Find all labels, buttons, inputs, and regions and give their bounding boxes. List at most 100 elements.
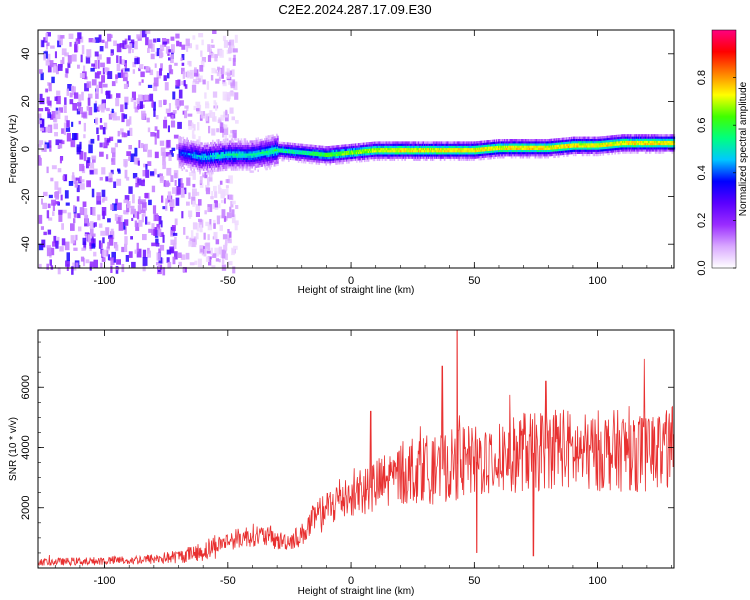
spectrogram-cell [464, 150, 467, 153]
spectrogram-cell [398, 150, 400, 153]
spectrogram-cell [84, 214, 89, 224]
spectrogram-cell [562, 137, 564, 141]
spectrogram-cell [300, 154, 303, 157]
spectrogram-cell [498, 141, 500, 144]
spectrogram-cell [348, 144, 350, 147]
spectrogram-cell [511, 149, 514, 153]
spectrogram-cell [184, 156, 186, 159]
spectrogram-cell [437, 147, 440, 151]
spectrogram-cell [353, 154, 355, 157]
spectrogram-cell [261, 143, 263, 146]
spectrogram-cell [298, 154, 301, 157]
spectrogram-cell [265, 138, 267, 141]
spectrogram-cell [203, 164, 205, 167]
spectrogram-cell [385, 143, 388, 146]
spectrogram-cell [218, 150, 220, 153]
spectrogram-cell [217, 145, 219, 149]
spectrogram-cell [188, 161, 190, 164]
spectrogram-cell [334, 160, 336, 163]
spectrogram-cell [207, 159, 209, 162]
spectrogram-cell [315, 157, 318, 161]
spectrogram-cell [441, 154, 444, 157]
spectrogram-cell [284, 148, 286, 151]
spectrogram-cell [452, 156, 455, 159]
spectrogram-cell [558, 142, 560, 145]
spectrogram-cell [174, 251, 178, 260]
spectrogram-cell [58, 214, 63, 222]
spectrogram-cell [341, 161, 343, 165]
spectrogram-cell [269, 139, 271, 142]
spectrogram-cell [230, 168, 233, 171]
spectrogram-cell [223, 149, 226, 152]
spectrogram-cell [440, 150, 443, 153]
spectrogram-cell [60, 194, 63, 201]
spectrogram-cell [252, 164, 255, 167]
spectrogram-cell [189, 262, 195, 266]
spectrogram-cell [68, 33, 74, 39]
spectrogram-cell [449, 150, 452, 153]
spectrogram-cell [264, 153, 266, 156]
spectrogram-cell [213, 152, 215, 155]
spectrogram-cell [475, 156, 477, 159]
spectrogram-cell [135, 183, 139, 188]
spectrogram-cell [251, 140, 254, 143]
spectrogram-cell [444, 143, 447, 146]
spectrogram-cell [254, 152, 256, 156]
spectrogram-cell [468, 143, 470, 146]
spectrogram-cell [285, 150, 287, 154]
spectrogram-cell [359, 158, 361, 161]
spectrogram-cell [229, 206, 232, 213]
spectrogram-cell [477, 156, 479, 159]
spectrogram-cell [575, 151, 578, 154]
spectrogram-cell [159, 140, 165, 146]
spectrogram-cell [476, 151, 478, 155]
spectrogram-cell [558, 155, 560, 158]
spectrogram-cell [201, 148, 203, 152]
spectrogram-cell [78, 226, 82, 232]
spectrogram-cell [232, 140, 235, 143]
spectrogram-cell [371, 154, 374, 157]
spectrogram-cell [346, 152, 348, 156]
spectrogram-cell [440, 147, 443, 151]
spectrogram-cell [162, 161, 167, 169]
spectrogram-cell [344, 157, 346, 160]
spectrogram-cell [479, 153, 481, 157]
spectrogram-cell [187, 113, 193, 117]
spectrogram-cell [327, 146, 329, 149]
spectrogram-cell [488, 142, 490, 145]
spectrogram-cell [466, 156, 468, 159]
spectrogram-cell [246, 144, 249, 148]
spectrogram-cell [102, 83, 108, 88]
spectrogram-cell [193, 105, 197, 111]
spectrogram-cell [545, 154, 547, 157]
spectrogram-cell [567, 154, 569, 157]
spectrogram-cell [224, 242, 228, 251]
spectrogram-cell [45, 126, 51, 133]
spectrogram-cell [200, 150, 202, 154]
spectrogram-cell [430, 141, 432, 144]
spectrogram-cell [221, 162, 224, 165]
spectrogram-cell [235, 142, 238, 145]
spectrogram-cell [480, 147, 482, 150]
spectrogram-cell [531, 145, 534, 148]
spectrogram-cell [488, 146, 490, 149]
spectrogram-cell [562, 148, 564, 151]
spectrogram-cell [409, 150, 411, 153]
spectrogram-cell [373, 158, 376, 162]
spectrogram-cell [443, 152, 446, 155]
spectrogram-cell [366, 150, 369, 154]
spectrogram-cell [553, 145, 555, 148]
spectrogram-cell [529, 149, 532, 153]
spectrogram-cell [211, 128, 216, 136]
spectrogram-cell [317, 145, 320, 148]
spectrogram-cell [227, 144, 230, 148]
spectrogram-cell [313, 151, 316, 154]
spectrogram-cell [371, 143, 374, 147]
spectrogram-cell [360, 142, 363, 146]
spectrogram-cell [235, 166, 238, 169]
spectrogram-cell [187, 163, 189, 166]
spectrogram-cell [250, 146, 253, 150]
spectrogram-cell [218, 156, 220, 159]
spectrogram-cell [186, 146, 188, 149]
spectrogram-cell [501, 147, 504, 150]
